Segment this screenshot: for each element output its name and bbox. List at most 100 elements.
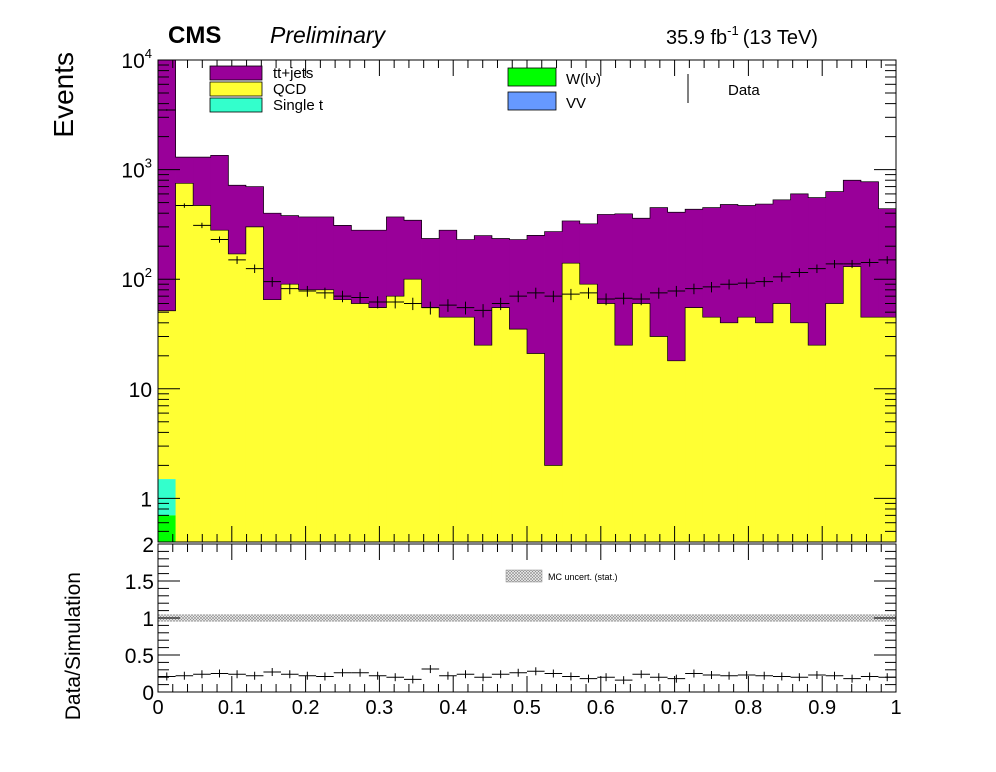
- bar-qcd: [158, 310, 176, 480]
- bar-ttjets: [351, 230, 370, 304]
- ratio-point: [491, 670, 510, 679]
- data-point: [755, 276, 773, 287]
- bar-ttjets: [843, 180, 862, 267]
- lower-y-axis-label: Data/Simulation: [62, 572, 85, 720]
- bar-ttjets: [579, 223, 598, 285]
- x-tick-label: 0.9: [808, 697, 836, 719]
- bar-ttjets: [755, 204, 774, 323]
- bar-ttjets: [773, 199, 791, 304]
- bar-qcd: [245, 226, 264, 542]
- legend-item: Data: [687, 74, 760, 103]
- bar-qcd: [368, 307, 387, 542]
- band-legend-swatch: [505, 569, 543, 583]
- ratio-point: [158, 672, 176, 681]
- bar-qcd: [386, 296, 405, 542]
- ratio-point: [720, 671, 738, 680]
- x-tick-label: 0.5: [513, 697, 541, 719]
- bar-qcd: [509, 329, 528, 542]
- x-tick-label: 0.3: [365, 697, 393, 719]
- data-point: [544, 290, 563, 303]
- bar-qcd: [439, 317, 458, 542]
- ratio-point: [193, 670, 211, 679]
- lower-axes: 0 0.5 1 1.5 2 0 0.1 0.2 0.3 0.4 0.5 0.6 0.7 0.8 0.9 1: [125, 534, 902, 719]
- data-point: [790, 268, 809, 278]
- ratio-point: [632, 670, 650, 679]
- data-point: [404, 297, 422, 311]
- experiment-label: CMS: [168, 22, 221, 49]
- y-tick-label: 0.5: [125, 645, 154, 668]
- bar-qcd: [825, 303, 844, 542]
- bar-qcd: [878, 317, 897, 542]
- y-tick-label: 102: [121, 265, 152, 292]
- y-tick-label: 0: [142, 682, 154, 705]
- bar-ttjets: [790, 193, 809, 323]
- ratio-point: [474, 673, 492, 682]
- data-point: [562, 288, 580, 301]
- bar-qcd: [298, 289, 317, 542]
- legend-label: Data: [728, 82, 760, 99]
- legend-item: VV: [507, 91, 586, 112]
- y-tick-label: 1.5: [125, 571, 154, 594]
- ratio-point: [544, 669, 563, 678]
- ttjets-outline: [157, 59, 896, 542]
- bar-qcd: [228, 253, 247, 542]
- lumi-value: 35.9 fb: [666, 27, 727, 49]
- ratio-point: [808, 670, 826, 679]
- bar-qcd: [632, 303, 651, 542]
- bar-qcd: [456, 317, 475, 542]
- ratio-point: [386, 673, 404, 682]
- bar-ttjets: [509, 239, 528, 330]
- data-point: [579, 287, 598, 299]
- bar-ttjets: [421, 238, 440, 308]
- bar-ttjets: [386, 216, 405, 297]
- bar-ttjets: [650, 207, 668, 337]
- bar-ttjets: [368, 230, 387, 308]
- y-tick-label: 10: [129, 379, 152, 402]
- data-point: [632, 293, 650, 306]
- legend-label: tt+jets: [273, 65, 313, 82]
- x-tick-label: 0.8: [734, 697, 762, 719]
- ratio-point: [263, 668, 281, 677]
- data-point: [667, 285, 686, 297]
- x-tick-label: 0.7: [661, 697, 689, 719]
- y-tick-label: 1: [140, 488, 152, 511]
- y-tick-label: 1: [142, 608, 154, 631]
- legend-item: QCD: [209, 81, 307, 98]
- ratio-point: [421, 665, 440, 674]
- legend-item: Single t: [209, 97, 324, 114]
- bar-ttjets: [562, 220, 581, 264]
- x-tick-label: 0.6: [587, 697, 615, 719]
- data-point: [351, 292, 369, 304]
- bar-qcd: [263, 299, 282, 542]
- data-point: [316, 287, 334, 299]
- bar-ttjets: [737, 205, 756, 318]
- bar-ttjets: [316, 216, 335, 290]
- data-point: [737, 278, 756, 289]
- bar-qcd: [843, 266, 862, 542]
- bar-qcd: [175, 183, 194, 542]
- ratio-point: [527, 667, 545, 676]
- bar-qcd: [421, 307, 440, 542]
- ratio-point: [614, 676, 633, 685]
- bar-ttjets: [245, 186, 264, 227]
- stacked-histogram: [157, 59, 897, 542]
- bar-ttjets: [544, 231, 563, 466]
- bar-qcd: [544, 465, 563, 542]
- ratio-point: [333, 668, 352, 677]
- ratio-point: [404, 675, 422, 684]
- bar-qcd: [614, 345, 633, 542]
- data-point: [808, 264, 826, 274]
- bar-qcd: [860, 317, 879, 542]
- data-point: [597, 293, 615, 306]
- ratio-point: [456, 670, 475, 679]
- data-point: [263, 276, 281, 287]
- bar-ttjets: [825, 191, 844, 304]
- bar-ttjets: [333, 225, 352, 300]
- bar-qcd: [650, 336, 668, 542]
- bar-qcd: [491, 307, 510, 542]
- data-points: [158, 109, 896, 318]
- data-point: [825, 259, 844, 269]
- legend-label: W(lν): [566, 71, 601, 88]
